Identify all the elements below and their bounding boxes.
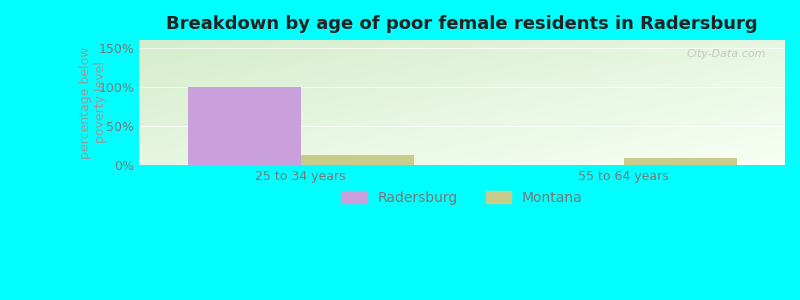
Text: City-Data.com: City-Data.com: [686, 49, 766, 59]
Bar: [301, 155, 414, 165]
Bar: [623, 158, 737, 165]
Bar: [188, 87, 301, 165]
Title: Breakdown by age of poor female residents in Radersburg: Breakdown by age of poor female resident…: [166, 15, 758, 33]
Legend: Radersburg, Montana: Radersburg, Montana: [336, 185, 588, 210]
Y-axis label: percentage below
poverty level: percentage below poverty level: [79, 46, 107, 159]
